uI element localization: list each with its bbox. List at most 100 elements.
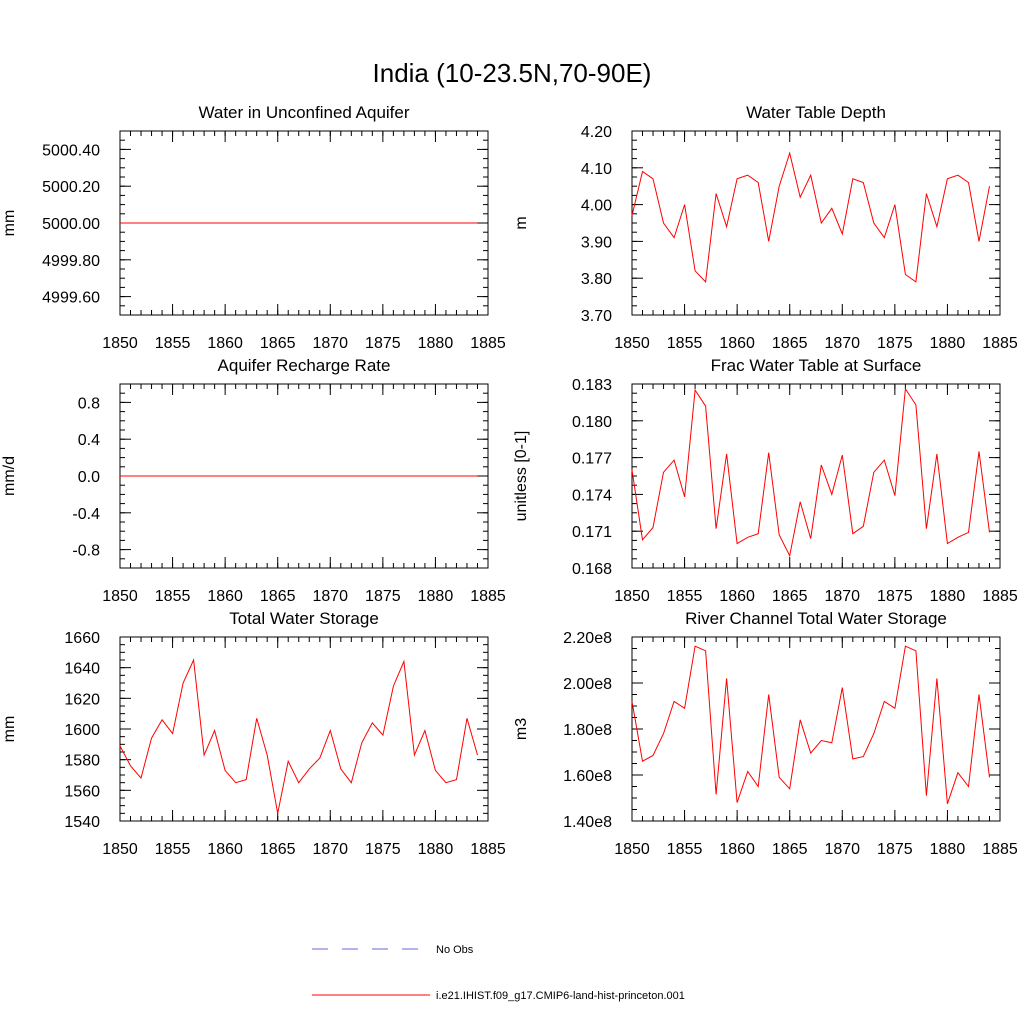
x-tick-label: 1850 bbox=[614, 841, 650, 858]
x-tick-label: 1880 bbox=[930, 588, 966, 605]
panel-title: Frac Water Table at Surface bbox=[711, 356, 922, 375]
x-tick-label: 1885 bbox=[470, 588, 506, 605]
y-tick-label: 1640 bbox=[64, 661, 100, 678]
y-tick-label: 4999.80 bbox=[42, 253, 100, 270]
y-tick-label: 2.00e8 bbox=[563, 676, 612, 693]
y-tick-label: 0.8 bbox=[78, 395, 100, 412]
y-axis-label: unitless [0-1] bbox=[513, 431, 530, 522]
y-tick-label: 0.168 bbox=[572, 561, 612, 578]
x-tick-label: 1855 bbox=[667, 335, 703, 352]
x-tick-label: 1850 bbox=[614, 588, 650, 605]
x-tick-label: 1870 bbox=[824, 841, 860, 858]
x-tick-label: 1850 bbox=[102, 588, 138, 605]
x-tick-label: 1885 bbox=[470, 841, 506, 858]
x-tick-label: 1870 bbox=[312, 335, 348, 352]
y-tick-label: 0.174 bbox=[572, 487, 612, 504]
y-tick-label: 1.40e8 bbox=[563, 814, 612, 831]
x-tick-label: 1860 bbox=[719, 588, 755, 605]
x-tick-label: 1880 bbox=[930, 841, 966, 858]
x-tick-label: 1880 bbox=[418, 335, 454, 352]
series-line bbox=[631, 387, 990, 558]
panel-title: Aquifer Recharge Rate bbox=[218, 356, 391, 375]
x-tick-label: 1875 bbox=[877, 841, 913, 858]
panels: Water in Unconfined Aquifer mm 1850 1855 186… bbox=[1, 103, 1018, 858]
y-axis-label: mm bbox=[1, 716, 18, 743]
x-tick-label: 1875 bbox=[365, 841, 401, 858]
x-tick-label: 1880 bbox=[418, 841, 454, 858]
y-tick-label: 4.10 bbox=[581, 161, 612, 178]
y-tick-label: 1660 bbox=[64, 630, 100, 647]
y-tick-label: 1560 bbox=[64, 783, 100, 800]
y-tick-label: 0.171 bbox=[572, 524, 612, 541]
y-tick-label: 3.90 bbox=[581, 234, 612, 251]
legend: No Obs i.e21.IHIST.f09_g17.CMIP6-land-hi… bbox=[312, 944, 685, 1002]
panel-title: River Channel Total Water Storage bbox=[685, 609, 947, 628]
main-title: India (10-23.5N,70-90E) bbox=[373, 58, 652, 88]
y-tick-label: 5000.40 bbox=[42, 142, 100, 159]
x-tick-label: 1865 bbox=[260, 335, 296, 352]
x-tick-label: 1860 bbox=[207, 588, 243, 605]
y-tick-label: 1620 bbox=[64, 691, 100, 708]
y-axis-label: mm bbox=[1, 210, 18, 237]
x-tick-label: 1885 bbox=[470, 335, 506, 352]
y-tick-label: 1.60e8 bbox=[563, 768, 612, 785]
x-tick-label: 1870 bbox=[824, 588, 860, 605]
y-axis-label: m3 bbox=[513, 718, 530, 740]
y-tick-label: -0.8 bbox=[72, 543, 100, 560]
x-tick-label: 1875 bbox=[877, 335, 913, 352]
x-tick-label: 1875 bbox=[877, 588, 913, 605]
y-tick-label: -0.4 bbox=[72, 506, 100, 523]
y-tick-label: 1.80e8 bbox=[563, 722, 612, 739]
y-tick-label: 4.00 bbox=[581, 198, 612, 215]
y-tick-label: 0.183 bbox=[572, 377, 612, 394]
y-tick-label: 3.80 bbox=[581, 271, 612, 288]
x-tick-label: 1870 bbox=[824, 335, 860, 352]
y-tick-label: 0.4 bbox=[78, 432, 100, 449]
panel-3: Aquifer Recharge Rate mm/d 1850 1855 1860 186… bbox=[1, 356, 506, 605]
x-tick-label: 1885 bbox=[982, 588, 1018, 605]
x-tick-label: 1865 bbox=[260, 588, 296, 605]
panel-title: Water Table Depth bbox=[746, 103, 886, 122]
panel-2: Water Table Depth m 1850 1855 1860 1865 1870 18… bbox=[513, 103, 1018, 352]
x-tick-label: 1860 bbox=[719, 841, 755, 858]
panel-title: Water in Unconfined Aquifer bbox=[198, 103, 409, 122]
x-tick-label: 1870 bbox=[312, 588, 348, 605]
y-tick-label: 1580 bbox=[64, 753, 100, 770]
y-tick-label: 5000.00 bbox=[42, 216, 100, 233]
x-tick-label: 1880 bbox=[930, 335, 966, 352]
panel-4: Frac Water Table at Surface unitless [0-1… bbox=[513, 356, 1018, 605]
y-tick-label: 5000.20 bbox=[42, 179, 100, 196]
x-tick-label: 1865 bbox=[772, 841, 808, 858]
plot-frame bbox=[631, 636, 1001, 822]
y-axis-label: m bbox=[513, 216, 530, 229]
x-tick-label: 1865 bbox=[260, 841, 296, 858]
x-tick-label: 1850 bbox=[102, 335, 138, 352]
plot-frame bbox=[631, 383, 1001, 569]
y-tick-label: 4999.60 bbox=[42, 290, 100, 307]
x-tick-label: 1850 bbox=[102, 841, 138, 858]
x-tick-label: 1855 bbox=[667, 588, 703, 605]
x-tick-label: 1875 bbox=[365, 335, 401, 352]
x-tick-label: 1880 bbox=[418, 588, 454, 605]
plot-frame bbox=[119, 636, 489, 822]
x-tick-label: 1885 bbox=[982, 841, 1018, 858]
panel-title: Total Water Storage bbox=[229, 609, 379, 628]
x-tick-label: 1865 bbox=[772, 588, 808, 605]
x-tick-label: 1855 bbox=[667, 841, 703, 858]
x-tick-label: 1855 bbox=[155, 588, 191, 605]
y-tick-label: 1600 bbox=[64, 722, 100, 739]
x-tick-label: 1860 bbox=[207, 841, 243, 858]
y-tick-label: 1540 bbox=[64, 814, 100, 831]
y-tick-label: 4.20 bbox=[581, 124, 612, 141]
legend-obs-label: No Obs bbox=[436, 944, 474, 956]
y-tick-label: 2.20e8 bbox=[563, 630, 612, 647]
panel-1: Water in Unconfined Aquifer mm 1850 1855 186… bbox=[1, 103, 506, 352]
x-tick-label: 1855 bbox=[155, 841, 191, 858]
x-tick-label: 1870 bbox=[312, 841, 348, 858]
x-tick-label: 1860 bbox=[719, 335, 755, 352]
y-tick-label: 0.180 bbox=[572, 414, 612, 431]
x-tick-label: 1885 bbox=[982, 335, 1018, 352]
x-tick-label: 1865 bbox=[772, 335, 808, 352]
